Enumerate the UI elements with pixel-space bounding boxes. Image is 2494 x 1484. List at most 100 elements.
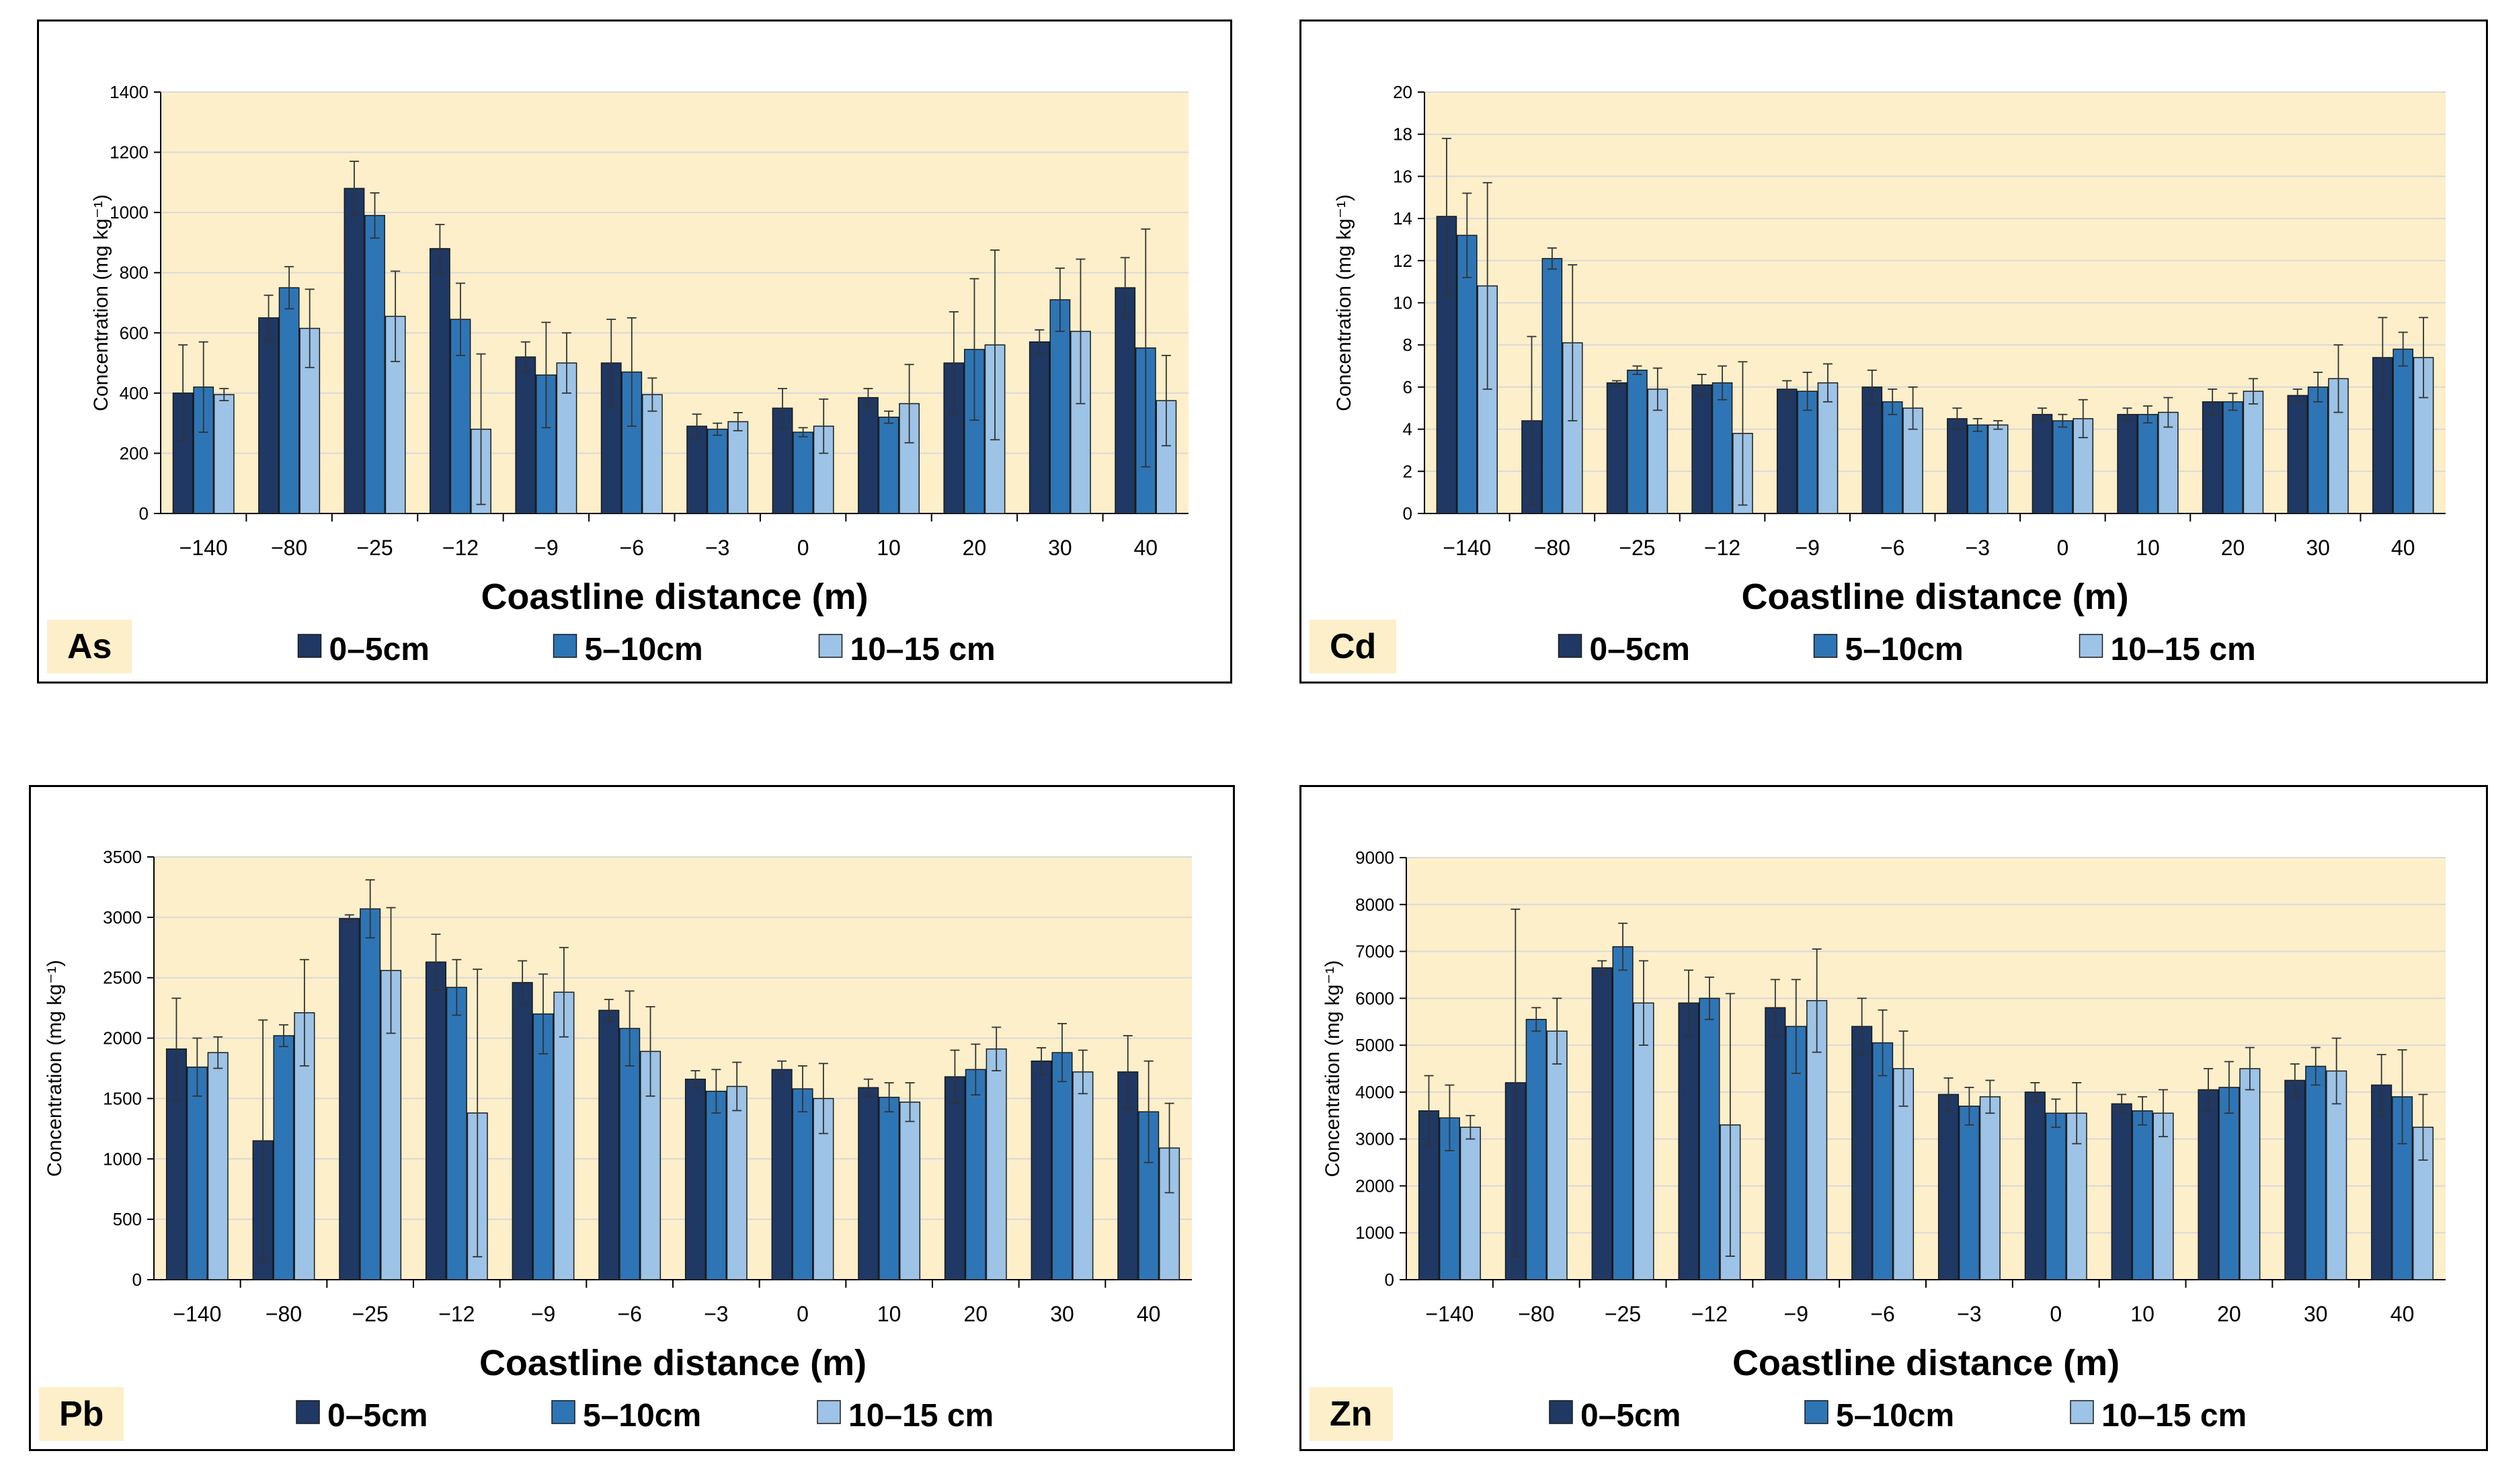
- legend-swatch: [818, 634, 843, 658]
- bar: [684, 1078, 707, 1280]
- y-tick-label: 16: [1393, 166, 1412, 186]
- bar: [1678, 1002, 1699, 1280]
- element-label: Pb: [39, 1387, 124, 1441]
- bar: [2137, 413, 2159, 514]
- x-tick-label: −80: [1518, 1302, 1554, 1326]
- legend-label: 0–5cm: [1580, 1398, 1681, 1434]
- y-tick-label: 6000: [1355, 988, 1394, 1008]
- bar: [705, 1090, 727, 1280]
- x-tick-label: −12: [442, 536, 479, 560]
- x-tick-label: 30: [1050, 1302, 1074, 1326]
- bar: [1967, 424, 1988, 514]
- bar: [2218, 1087, 2240, 1280]
- bar: [258, 317, 279, 514]
- y-axis-title: Concentration (mg kg⁻¹): [1322, 960, 1344, 1178]
- legend-label: 0–5cm: [1590, 632, 1690, 667]
- x-tick-label: 10: [2130, 1302, 2155, 1326]
- legend-label: 5–10cm: [1836, 1398, 1954, 1434]
- legend-swatch: [296, 1400, 320, 1424]
- bar: [2024, 1091, 2046, 1280]
- bar: [641, 394, 663, 514]
- y-tick-label: 4000: [1355, 1082, 1394, 1102]
- x-tick-label: −12: [1691, 1302, 1728, 1326]
- bar: [792, 1088, 813, 1280]
- bar: [1049, 299, 1071, 514]
- legend-swatch: [297, 634, 322, 658]
- x-tick-label: 0: [797, 536, 809, 560]
- legend-swatch: [1804, 1400, 1828, 1424]
- y-tick-label: 3000: [103, 907, 142, 928]
- y-tick-label: 1500: [103, 1088, 142, 1108]
- x-tick-label: −3: [1957, 1302, 1981, 1326]
- y-tick-label: 14: [1393, 208, 1412, 229]
- legend-swatch: [1813, 634, 1838, 658]
- chart-panel-cd: 0 2 4 6 8 10 12 14 16 18 20 −140 −80 −25 −12 −9 −6 −3 0 10 2…: [1299, 19, 2488, 684]
- legend-swatch: [1558, 634, 1582, 658]
- bar: [1072, 1071, 1094, 1280]
- y-tick-label: 4: [1403, 419, 1412, 440]
- bar: [339, 917, 360, 1280]
- chart-panel-pb: 0 500 1000 1500 2000 2500 3000 3500 −140 −80 −25 −1…: [29, 785, 1235, 1451]
- bar: [1691, 384, 1712, 514]
- bar: [1882, 401, 1903, 514]
- bar: [1456, 235, 1478, 514]
- y-tick-label: 0: [139, 503, 149, 524]
- x-tick-label: −9: [1784, 1302, 1808, 1326]
- chart-svg: 0 1000 2000 3000 4000 5000 6000 7000 8000 9000 −14…: [1322, 848, 2446, 1434]
- bar: [899, 1102, 921, 1280]
- y-tick-label: 7000: [1355, 942, 1394, 962]
- y-tick-label: 2000: [1355, 1176, 1394, 1196]
- x-axis-title: Coastline distance (m): [479, 1343, 867, 1383]
- plot-area: [1406, 858, 2446, 1280]
- bar: [1937, 1094, 1960, 1280]
- bar: [1115, 287, 1136, 514]
- y-tick-label: 800: [120, 263, 149, 283]
- x-axis-title: Coastline distance (m): [1741, 577, 2128, 617]
- legend-label: 10–15 cm: [2101, 1398, 2247, 1434]
- bar: [1633, 1002, 1654, 1280]
- bar: [1872, 1042, 1894, 1280]
- x-tick-label: −12: [438, 1302, 475, 1326]
- legend-label: 5–10cm: [583, 1398, 701, 1434]
- bar: [858, 397, 879, 514]
- chart-svg: 0 2 4 6 8 10 12 14 16 18 20 −140 −80 −25 −12 −9 −6 −3 0 10 2…: [1333, 82, 2446, 667]
- y-tick-label: 2500: [103, 968, 142, 988]
- bar: [2287, 395, 2308, 514]
- y-tick-label: 0: [132, 1270, 142, 1290]
- x-tick-label: −9: [1795, 536, 1819, 560]
- y-tick-label: 2: [1403, 461, 1412, 481]
- x-tick-label: −6: [1870, 1302, 1894, 1326]
- bar: [1647, 388, 1668, 514]
- y-tick-label: 0: [1403, 503, 1412, 524]
- bar: [1051, 1052, 1073, 1280]
- x-tick-label: −9: [534, 536, 558, 560]
- bar: [1612, 946, 1634, 1280]
- x-tick-label: −25: [1619, 536, 1655, 560]
- bar: [707, 428, 728, 514]
- bar: [878, 416, 899, 514]
- y-tick-label: 1000: [110, 202, 149, 222]
- x-tick-label: −3: [705, 536, 729, 560]
- legend-label: 10–15 cm: [850, 632, 996, 667]
- bar: [1712, 382, 1733, 514]
- bar: [2392, 348, 2414, 514]
- y-tick-label: 3000: [1355, 1129, 1394, 1149]
- bar: [446, 987, 467, 1280]
- y-tick-label: 600: [120, 323, 149, 343]
- y-tick-label: 12: [1393, 251, 1412, 271]
- bar: [771, 1069, 793, 1280]
- x-tick-label: −3: [1966, 536, 1990, 560]
- bar: [1851, 1026, 1873, 1280]
- bar: [1861, 386, 1883, 514]
- bar: [429, 248, 450, 514]
- y-tick-label: 200: [120, 443, 149, 463]
- y-tick-label: 1400: [110, 82, 149, 102]
- y-tick-label: 2000: [103, 1028, 142, 1048]
- x-tick-label: 20: [964, 1302, 988, 1326]
- bar: [1627, 370, 1648, 514]
- legend-swatch: [2070, 1400, 2094, 1424]
- bar: [278, 287, 300, 514]
- x-tick-label: 20: [2221, 536, 2245, 560]
- bar: [858, 1087, 879, 1280]
